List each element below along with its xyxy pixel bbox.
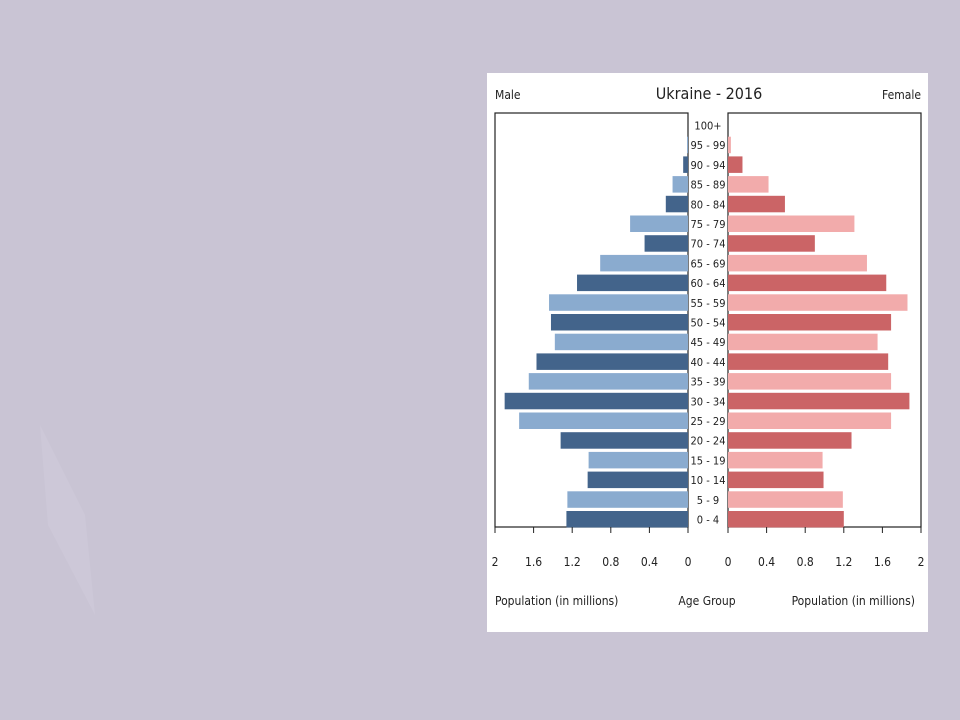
population-pyramid-chart: Male Ukraine - 2016 Female 100+ 95 - 99 90… — [487, 73, 928, 632]
age-label-15to19: 15 - 19 — [690, 454, 725, 467]
male-bar-60to64 — [577, 274, 688, 292]
female-bar-45to49 — [728, 333, 878, 351]
female-bar-5to9 — [728, 491, 843, 508]
male-bar-80to84 — [665, 195, 688, 213]
age-label-85to89: 85 - 89 — [690, 179, 725, 192]
age-label-20to24: 20 - 24 — [690, 435, 725, 448]
left-tick-label: 0 — [685, 555, 692, 569]
female-bar-65to69 — [728, 254, 867, 272]
male-bar-15to19 — [588, 451, 688, 469]
age-label-60to64: 60 - 64 — [690, 277, 725, 290]
right-tick-label: 0.8 — [797, 555, 814, 569]
male-bar-10to14 — [587, 471, 688, 489]
left-tick-label: 0.4 — [641, 555, 658, 569]
male-bar-70to74 — [644, 235, 688, 252]
male-bar-20to24 — [560, 432, 688, 449]
male-bar-30to34 — [504, 392, 688, 410]
female-bar-0to4 — [728, 511, 844, 528]
right-tick-label: 0 — [725, 555, 732, 569]
age-label-0to4: 0 - 4 — [697, 514, 719, 527]
female-bar-25to29 — [728, 412, 892, 429]
male-bar-65to69 — [600, 254, 688, 272]
female-bar-75to79 — [728, 215, 855, 232]
age-label-55to59: 55 - 59 — [690, 297, 725, 310]
age-label-30to34: 30 - 34 — [690, 395, 725, 408]
ticks-group: 2 1.6 1.2 0.8 0.4 0 0 0.4 0.8 1.2 1.6 2 — [492, 527, 925, 569]
female-bar-90to94 — [728, 156, 743, 173]
right-header: Female — [882, 88, 921, 102]
right-tick-label: 1.2 — [835, 555, 852, 569]
male-bar-35to39 — [528, 373, 688, 390]
female-bar-70to74 — [728, 235, 815, 252]
male-bar-45to49 — [554, 333, 688, 351]
left-tick-label: 2 — [492, 555, 499, 569]
right-tick-label: 1.6 — [874, 555, 891, 569]
female-bar-30to34 — [728, 392, 910, 410]
male-bar-25to29 — [519, 412, 688, 429]
age-label-25to29: 25 - 29 — [690, 415, 725, 428]
male-bar-0to4 — [566, 511, 688, 528]
female-bar-40to44 — [728, 353, 889, 370]
age-label-40to44: 40 - 44 — [690, 356, 725, 369]
age-label-50to54: 50 - 54 — [690, 317, 725, 330]
right-tick-label: 2 — [918, 555, 925, 569]
age-label-70to74: 70 - 74 — [690, 238, 725, 251]
male-bar-5to9 — [567, 491, 688, 508]
left-tick-label: 0.8 — [602, 555, 619, 569]
age-label-35to39: 35 - 39 — [690, 376, 725, 389]
x-axis-label-left: Population (in millions) — [495, 594, 618, 608]
age-label-75to79: 75 - 79 — [690, 218, 725, 231]
female-bar-15to19 — [728, 451, 823, 469]
female-bar-20to24 — [728, 432, 852, 449]
female-bar-10to14 — [728, 471, 824, 489]
age-label-5to9: 5 - 9 — [697, 494, 719, 507]
female-bar-95to99 — [728, 136, 731, 154]
female-bar-50to54 — [728, 314, 892, 331]
chart-title: Ukraine - 2016 — [656, 84, 763, 103]
age-label-65to69: 65 - 69 — [690, 257, 725, 270]
male-bar-40to44 — [536, 353, 688, 370]
male-bar-95to99 — [687, 136, 688, 154]
female-bar-60to64 — [728, 274, 887, 292]
male-bar-90to94 — [683, 156, 688, 173]
x-axis-label-right: Population (in millions) — [792, 594, 915, 608]
age-labels-group: 100+ 95 - 99 90 - 94 85 - 89 80 - 84 75 - 79 7… — [690, 120, 725, 527]
male-bar-55to59 — [549, 294, 688, 311]
female-bar-80to84 — [728, 195, 785, 213]
left-tick-label: 1.2 — [564, 555, 581, 569]
left-tick-label: 1.6 — [525, 555, 542, 569]
male-bar-85to89 — [672, 176, 688, 193]
female-bar-35to39 — [728, 373, 892, 390]
age-label-95to99: 95 - 99 — [690, 139, 725, 152]
age-label-100: 100+ — [694, 120, 721, 133]
age-label-80to84: 80 - 84 — [690, 198, 725, 211]
age-label-10to14: 10 - 14 — [690, 474, 725, 487]
male-bar-50to54 — [550, 314, 688, 331]
center-axis-label: Age Group — [678, 594, 735, 608]
female-bar-55to59 — [728, 294, 908, 311]
age-label-90to94: 90 - 94 — [690, 159, 725, 172]
age-label-45to49: 45 - 49 — [690, 336, 725, 349]
bars-group — [504, 136, 910, 528]
female-bar-85to89 — [728, 176, 769, 193]
chart-svg: Male Ukraine - 2016 Female 100+ 95 - 99 90… — [492, 84, 925, 608]
male-bar-75to79 — [630, 215, 688, 232]
left-header: Male — [495, 88, 521, 102]
right-tick-label: 0.4 — [758, 555, 775, 569]
